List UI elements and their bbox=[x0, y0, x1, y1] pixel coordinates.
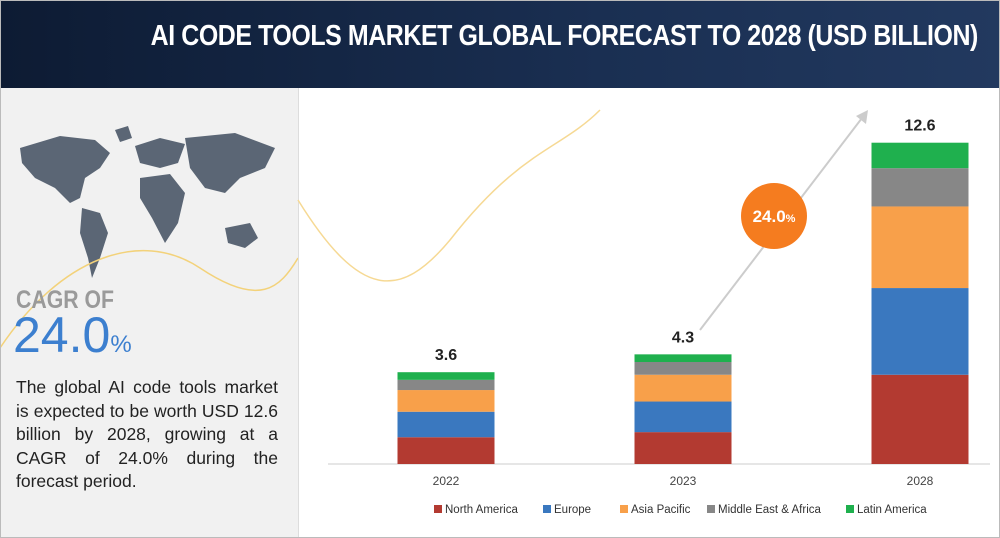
cagr-number: 24.0 bbox=[13, 307, 111, 363]
cagr-label: CAGR OF bbox=[16, 286, 114, 314]
decorative-curve-right bbox=[297, 109, 601, 282]
total-label-2022: 3.6 bbox=[435, 347, 457, 364]
bar-segment-latin-america-2023 bbox=[634, 354, 732, 362]
bar-segment-europe-2028 bbox=[871, 288, 969, 375]
decorative-curve bbox=[0, 249, 298, 349]
page-title: AI CODE TOOLS MARKET GLOBAL FORECAST TO … bbox=[150, 20, 979, 52]
x-tick-label-2022: 2022 bbox=[433, 474, 460, 488]
total-label-2023: 4.3 bbox=[672, 329, 694, 346]
bar-segment-north-america-2022 bbox=[397, 437, 495, 464]
growth-arrow-head bbox=[856, 110, 868, 124]
cagr-value: 24.0% bbox=[13, 306, 132, 364]
bar-segment-latin-america-2028 bbox=[871, 142, 969, 169]
bar-segment-middle-east-africa-2022 bbox=[397, 379, 495, 391]
legend-label: Asia Pacific bbox=[631, 504, 691, 516]
bar-segment-north-america-2023 bbox=[634, 432, 732, 464]
legend-swatch bbox=[620, 505, 628, 513]
cagr-unit: % bbox=[110, 331, 132, 358]
world-map-icon bbox=[20, 126, 275, 278]
cagr-badge bbox=[741, 183, 807, 249]
bar-segment-asia-pacific-2022 bbox=[397, 390, 495, 412]
description-text: The global AI code tools market is expec… bbox=[16, 377, 278, 491]
bar-segment-middle-east-africa-2023 bbox=[634, 362, 732, 375]
legend-swatch bbox=[543, 505, 551, 513]
legend-label: Latin America bbox=[857, 504, 927, 516]
legend-label: Middle East & Africa bbox=[718, 504, 822, 516]
legend-label: Europe bbox=[554, 504, 591, 516]
header-banner: AI CODE TOOLS MARKET GLOBAL FORECAST TO … bbox=[0, 0, 1000, 88]
bar-segment-asia-pacific-2028 bbox=[871, 206, 969, 289]
bar-segment-latin-america-2022 bbox=[397, 372, 495, 380]
bar-segment-middle-east-africa-2028 bbox=[871, 168, 969, 207]
summary-panel: CAGR OF 24.0% The global AI code tools m… bbox=[0, 88, 299, 538]
bar-segment-europe-2023 bbox=[634, 401, 732, 433]
legend-swatch bbox=[434, 505, 442, 513]
bar-segment-asia-pacific-2023 bbox=[634, 374, 732, 402]
bar-segment-north-america-2028 bbox=[871, 374, 969, 464]
legend-swatch bbox=[846, 505, 854, 513]
total-label-2028: 12.6 bbox=[904, 118, 935, 135]
x-tick-label-2028: 2028 bbox=[907, 474, 934, 488]
legend-swatch bbox=[707, 505, 715, 513]
bar-segment-europe-2022 bbox=[397, 411, 495, 438]
legend-label: North America bbox=[445, 504, 518, 516]
cagr-badge-text: 24.0% bbox=[753, 207, 796, 226]
x-tick-label-2023: 2023 bbox=[670, 474, 697, 488]
